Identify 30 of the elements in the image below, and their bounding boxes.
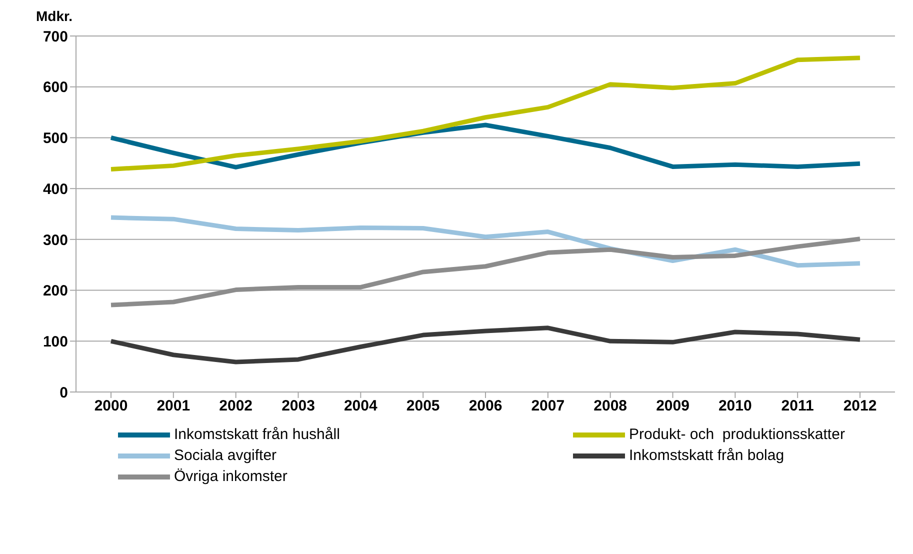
y-tick-label: 200 <box>42 282 68 300</box>
y-tick-label: 500 <box>42 130 68 148</box>
y-axis-title: Mdkr. <box>36 8 74 26</box>
x-tick-label: 2007 <box>531 398 565 415</box>
legend-label: Inkomstskatt från bolag <box>629 447 784 464</box>
x-tick-label: 2011 <box>781 398 814 415</box>
legend-label: Inkomstskatt från hushåll <box>174 426 340 443</box>
y-tick-label: 700 <box>42 28 68 46</box>
y-tick-label: 0 <box>60 384 68 402</box>
y-tick-label: 300 <box>42 232 68 249</box>
x-tick-label: 2006 <box>468 398 502 415</box>
y-tick-label: 100 <box>42 333 68 350</box>
x-tick-label: 2002 <box>219 398 253 415</box>
x-tick-label: 2004 <box>344 398 378 415</box>
x-tick-label: 2001 <box>156 398 190 415</box>
line-series <box>108 236 862 308</box>
x-tick-label: 2005 <box>406 398 440 415</box>
legend-label: Sociala avgifter <box>174 447 277 464</box>
legend-label: Övriga inkomster <box>174 468 288 485</box>
line-series <box>108 56 862 172</box>
y-tick-label: 400 <box>42 180 68 198</box>
line-series <box>108 326 862 364</box>
x-tick-label: 2010 <box>718 398 752 415</box>
y-tick-label: 600 <box>42 79 68 96</box>
x-tick-label: 2008 <box>594 398 628 415</box>
x-tick-label: 2009 <box>656 398 690 415</box>
legend-label: Produkt- och produktionsskatter <box>629 426 845 443</box>
x-tick-label: 2012 <box>843 398 877 415</box>
x-tick-label: 2000 <box>94 398 128 415</box>
x-tick-label: 2003 <box>282 398 315 415</box>
